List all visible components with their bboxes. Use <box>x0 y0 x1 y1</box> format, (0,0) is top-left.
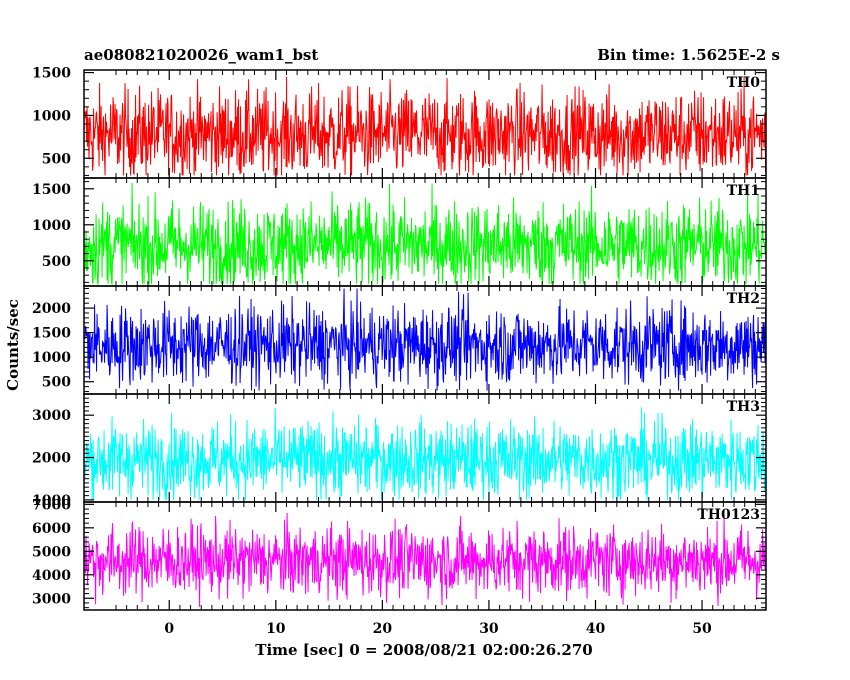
panel-label-th2: TH2 <box>727 291 760 307</box>
bin-time-label: Bin time: 1.5625E-2 s <box>597 46 780 64</box>
x-tick-label: 40 <box>586 621 606 637</box>
y-tick-label: 7000 <box>32 497 71 513</box>
panel-label-th1: TH1 <box>727 183 760 199</box>
x-tick-label: 0 <box>164 621 174 637</box>
y-tick-label: 2000 <box>32 301 71 317</box>
y-tick-label: 500 <box>42 375 71 391</box>
y-tick-label: 2000 <box>32 451 71 467</box>
panel-label-th3: TH3 <box>727 399 760 415</box>
series-line-th2 <box>84 288 766 391</box>
series-line-th3 <box>84 407 766 500</box>
y-tick-label: 3000 <box>32 408 71 424</box>
panel-label-th0: TH0 <box>727 75 761 91</box>
y-tick-label: 1000 <box>32 350 71 366</box>
y-tick-label: 500 <box>42 254 71 270</box>
x-tick-label: 20 <box>373 621 393 637</box>
x-tick-label: 30 <box>479 621 499 637</box>
panel-th0: 500 1000 1500 TH0 <box>32 66 767 179</box>
y-tick-label: 5000 <box>32 544 71 560</box>
y-tick-label: 3000 <box>32 591 71 607</box>
y-axis-label: Counts/sec <box>4 299 22 391</box>
panel-th3: 1000 2000 3000 TH3 <box>32 393 767 509</box>
y-tick-label: 1000 <box>32 108 71 124</box>
x-axis-label: Time [sec] 0 = 2008/08/21 02:00:26.270 <box>255 641 592 659</box>
series-line-th1 <box>84 183 766 286</box>
x-tick-label: 50 <box>692 621 712 637</box>
y-tick-label: 1000 <box>32 218 71 234</box>
panel-th1: 500 1000 1500 TH1 <box>32 177 767 287</box>
panel-th0123: 3000 4000 5000 6000 7000 TH0123 <box>32 497 767 611</box>
panel-label-th0123: TH0123 <box>697 507 760 523</box>
series-line-th0123 <box>84 513 766 607</box>
x-tick-label: 10 <box>266 621 286 637</box>
y-tick-label: 500 <box>42 151 71 167</box>
y-tick-label: 4000 <box>32 568 71 584</box>
y-tick-label: 1500 <box>32 66 71 82</box>
y-tick-label: 1500 <box>32 182 71 198</box>
y-tick-label: 1500 <box>32 326 71 342</box>
y-tick-label: 6000 <box>32 521 71 537</box>
chart-title: ae080821020026_wam1_bst <box>84 46 318 64</box>
series-line-th0 <box>84 76 766 176</box>
panel-th2: 500 1000 1500 2000 TH2 <box>32 285 767 395</box>
y-tick-label: 1000 <box>32 493 71 509</box>
